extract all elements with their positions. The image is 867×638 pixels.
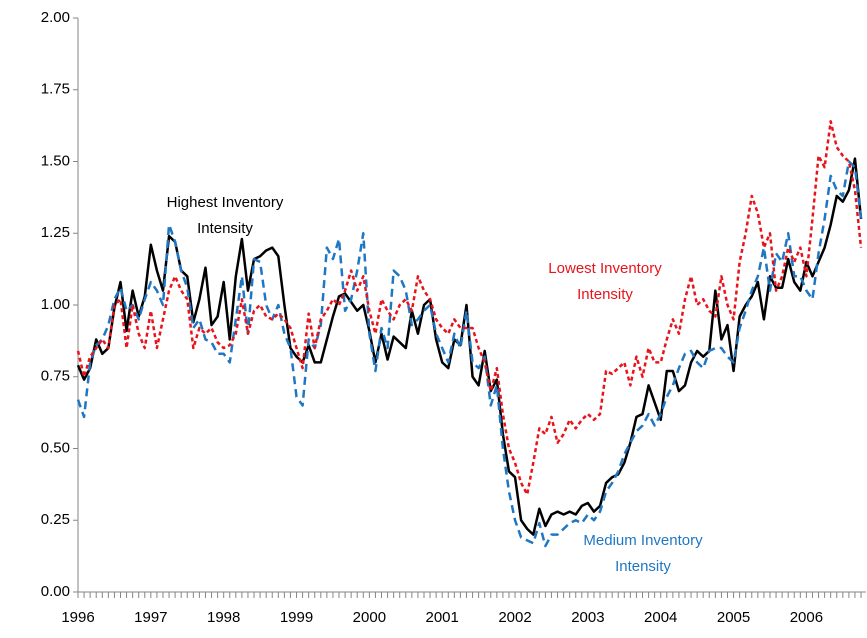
- y-tick-label: 1.75: [41, 81, 70, 98]
- y-tick-label: 0.50: [41, 439, 70, 456]
- series-label: Intensity: [615, 558, 671, 575]
- series-label: Intensity: [197, 220, 253, 237]
- series-label: Lowest Inventory: [548, 260, 662, 277]
- series-label: Intensity: [577, 286, 633, 303]
- y-tick-label: 0.25: [41, 511, 70, 528]
- x-tick-label: 1997: [134, 609, 167, 626]
- series-label: Highest Inventory: [167, 194, 284, 211]
- y-tick-label: 2.00: [41, 9, 70, 26]
- x-tick-label: 2004: [644, 609, 677, 626]
- x-tick-label: 2003: [571, 609, 604, 626]
- y-tick-label: 1.50: [41, 152, 70, 169]
- y-tick-label: 1.00: [41, 296, 70, 313]
- series-line: [76, 157, 863, 536]
- y-tick-label: 0.00: [41, 583, 70, 600]
- x-tick-label: 2001: [426, 609, 459, 626]
- series-line: [76, 120, 863, 496]
- series-label: Medium Inventory: [583, 532, 703, 549]
- x-tick-label: 2006: [790, 609, 823, 626]
- x-tick-label: 1996: [61, 609, 94, 626]
- x-tick-label: 1999: [280, 609, 313, 626]
- x-tick-label: 1998: [207, 609, 240, 626]
- x-tick-label: 2002: [498, 609, 531, 626]
- y-tick-label: 0.75: [41, 368, 70, 385]
- series-line: [76, 160, 863, 548]
- y-tick-label: 1.25: [41, 224, 70, 241]
- x-tick-label: 2005: [717, 609, 750, 626]
- x-tick-label: 2000: [353, 609, 386, 626]
